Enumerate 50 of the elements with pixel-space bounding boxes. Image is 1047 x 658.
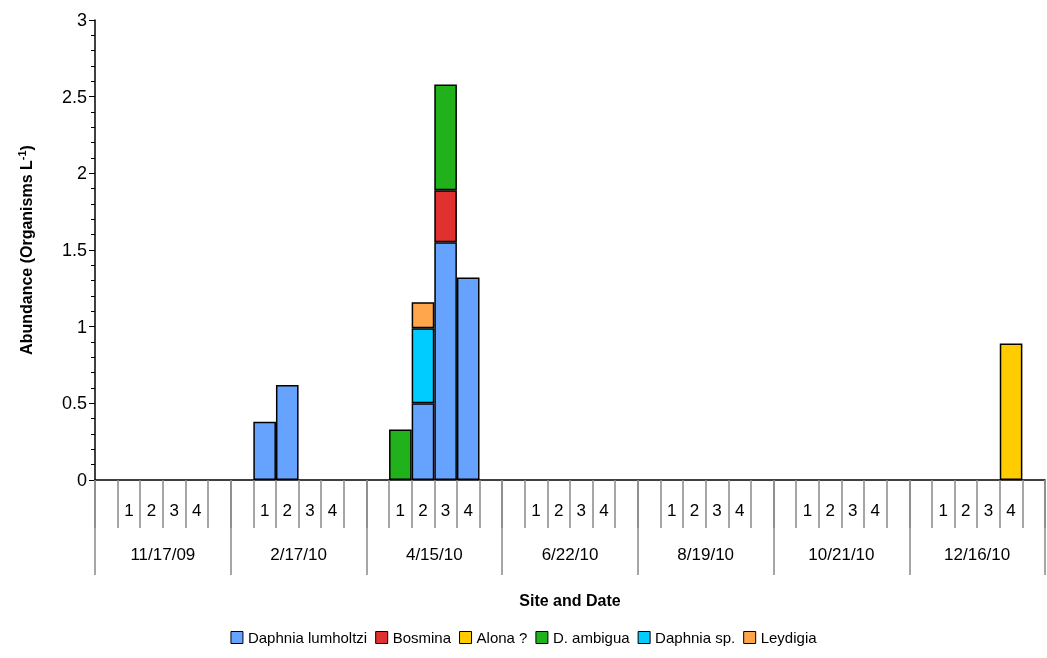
y-tick-label: 2	[76, 163, 87, 184]
y-axis-title: Abundance (Organisms L-1)	[15, 145, 35, 355]
x-tick-label: 2	[282, 501, 292, 520]
x-tick-label: 1	[531, 501, 541, 520]
x-tick-label: 3	[848, 501, 858, 520]
x-tick-label: 2	[418, 501, 428, 520]
x-tick-label: 4	[599, 501, 609, 520]
x-tick-label: 3	[712, 501, 722, 520]
x-tick-label: 1	[124, 501, 134, 520]
text: 12/16/10	[944, 545, 1011, 564]
x-tick-label: 4	[463, 501, 473, 520]
x-tick-label: 2	[553, 501, 564, 520]
text: 11/17/09	[130, 545, 196, 564]
text: 8/19/10	[677, 545, 735, 564]
y-tick-label: 3	[76, 10, 87, 30]
x-tick-label: 1	[938, 501, 948, 520]
x-tick-label: 1	[802, 501, 813, 520]
x-tick-label: 4	[327, 501, 338, 520]
legend-label: Leydigia	[760, 629, 818, 646]
x-tick-label: 4	[870, 501, 881, 520]
y-tick-label: 2.5	[61, 86, 87, 107]
x-tick-label: 3	[305, 501, 315, 520]
x-axis-title: Site and Date	[519, 591, 621, 609]
x-tick-label: 4	[734, 501, 745, 520]
x-tick-label: 1	[395, 501, 406, 520]
y-tick-label: 1	[76, 316, 87, 337]
x-tick-label: 1	[667, 501, 677, 520]
x-tick-label: 2	[146, 501, 157, 520]
legend-label: D. ambigua	[552, 629, 631, 646]
x-tick-label: 4	[192, 501, 202, 520]
x-tick-label: 2	[825, 501, 835, 520]
legend-label: Bosmina	[392, 629, 452, 646]
legend-label: Daphnia sp.	[655, 629, 736, 646]
legend-label: Daphnia lumholtzi	[247, 629, 368, 646]
y-tick-label: 1.5	[61, 240, 87, 260]
x-tick-label: 1	[259, 501, 270, 520]
legend-label: Alona ?	[476, 629, 528, 646]
text: 6/22/10	[541, 545, 599, 564]
y-tick-label: 0	[76, 470, 87, 490]
x-tick-label: 2	[961, 501, 971, 520]
x-tick-label: 3	[576, 501, 587, 520]
x-tick-label: 3	[983, 501, 994, 520]
text: 4/15/10	[405, 545, 463, 564]
x-tick-label: 2	[689, 501, 700, 520]
text: 10/21/10	[808, 545, 875, 564]
x-tick-label: 4	[1006, 501, 1016, 520]
y-tick-label: 0.5	[61, 393, 87, 414]
x-tick-label: 3	[169, 501, 179, 520]
text: 2/17/10	[270, 545, 327, 564]
x-tick-label: 3	[440, 501, 451, 520]
